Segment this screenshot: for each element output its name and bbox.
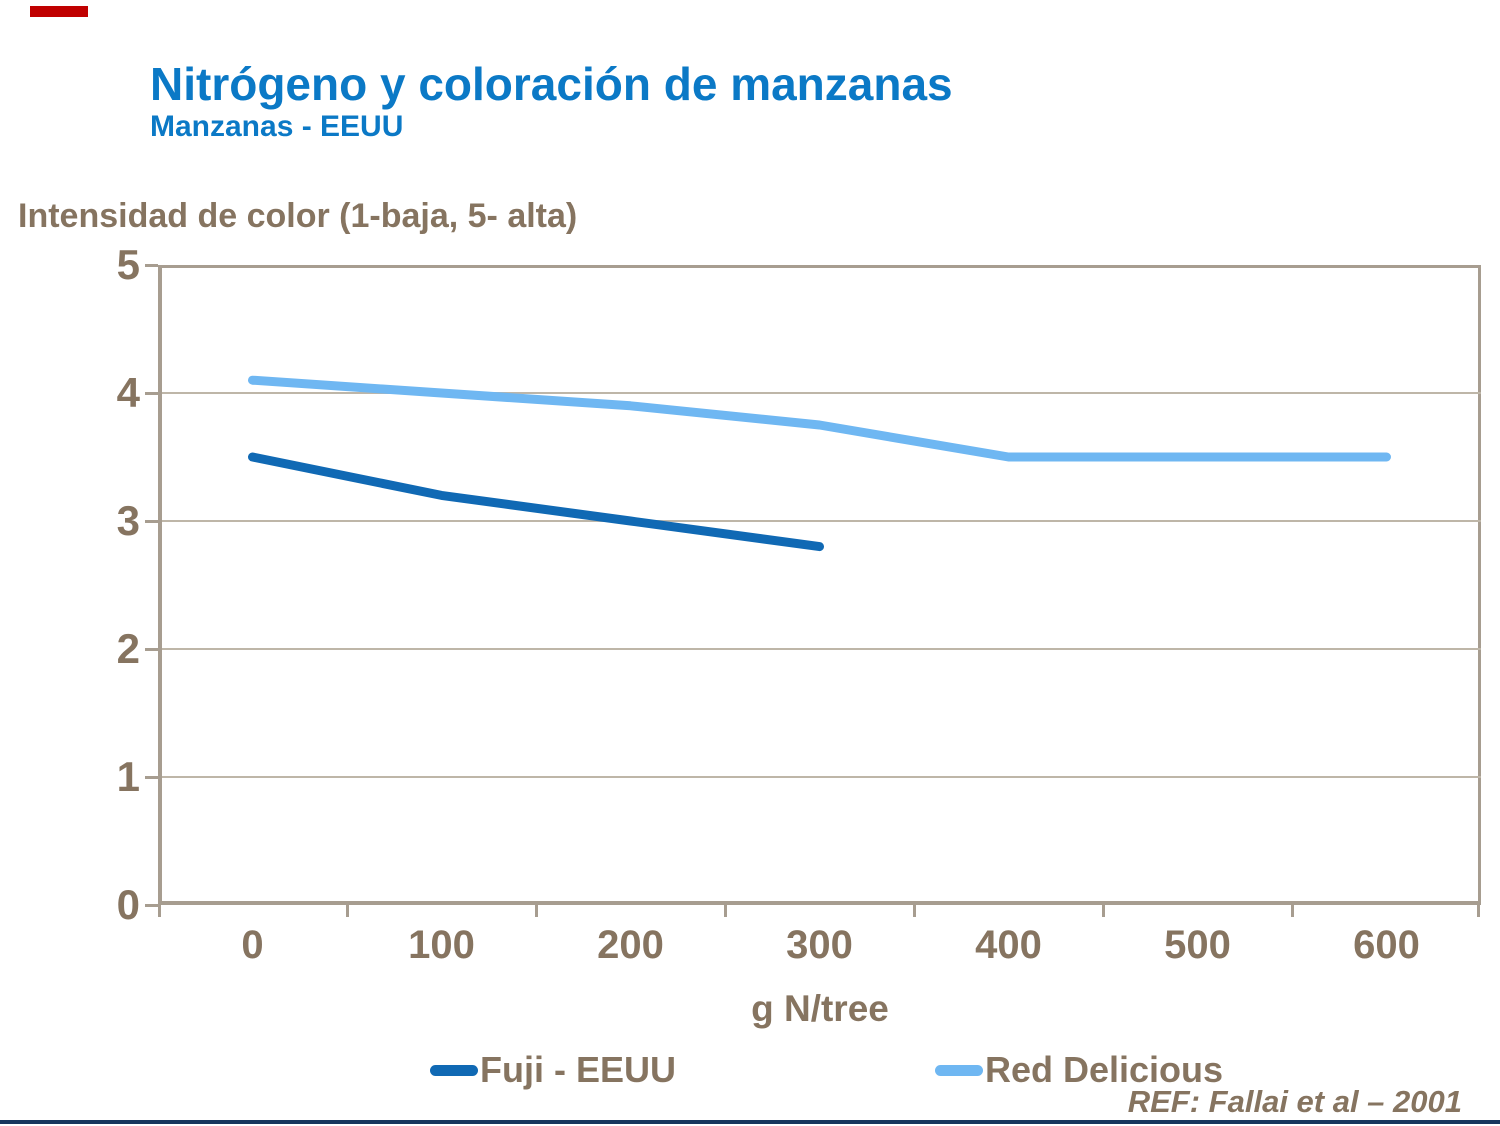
y-tick-mark-2 [145, 648, 158, 651]
x-tick-label-600: 600 [1353, 923, 1420, 967]
y-tick-mark-4 [145, 392, 158, 395]
chart-subtitle: Manzanas - EEUU [150, 110, 404, 143]
x-tick-mark-0 [158, 905, 161, 917]
y-tick-label-0: 0 [116, 881, 140, 928]
x-tick-mark-3 [724, 905, 727, 917]
plot-border-right [1478, 265, 1481, 905]
y-tick-mark-0 [145, 904, 158, 907]
legend-label-red-delicious: Red Delicious [985, 1049, 1224, 1090]
x-tick-label-100: 100 [408, 923, 475, 967]
x-axis-line [158, 901, 1481, 905]
fuji-line-swatch [430, 1064, 478, 1076]
x-tick-label-400: 400 [975, 923, 1042, 967]
y-tick-mark-3 [145, 520, 158, 523]
red-accent-bar [30, 6, 88, 17]
y-tick-label-2: 2 [116, 625, 140, 672]
x-tick-label-500: 500 [1164, 923, 1231, 967]
x-tick-mark-6 [1291, 905, 1294, 917]
y-tick-label-5: 5 [116, 241, 140, 288]
chart-title: Nitrógeno y coloración de manzanas [150, 58, 953, 110]
red-delicious-line-swatch [935, 1064, 983, 1076]
x-tick-label-0: 0 [241, 923, 264, 967]
reference-citation: REF: Fallai et al – 2001 [1127, 1084, 1462, 1119]
gridline-3 [158, 520, 1481, 522]
x-tick-mark-1 [346, 905, 349, 917]
x-tick-mark-5 [1102, 905, 1105, 917]
x-tick-label-300: 300 [786, 923, 853, 967]
bottom-border-bar [0, 1120, 1500, 1124]
plot-border-top [158, 265, 1481, 268]
series-line-0 [248, 452, 824, 552]
gridline-2 [158, 648, 1481, 650]
series-line-1 [248, 375, 1391, 462]
y-tick-mark-5 [145, 264, 158, 267]
y-tick-label-4: 4 [116, 369, 140, 416]
x-tick-label-200: 200 [597, 923, 664, 967]
line-series-layer [248, 375, 1391, 552]
x-axis-title: g N/tree [751, 988, 889, 1029]
plot-area [158, 265, 1481, 905]
y-tick-label-3: 3 [116, 497, 140, 544]
y-axis-line [158, 265, 162, 905]
gridline-1 [158, 776, 1481, 778]
legend-label-fuji: Fuji - EEUU [480, 1049, 676, 1090]
gridline-4 [158, 392, 1481, 394]
y-tick-mark-1 [145, 776, 158, 779]
legend-item-fuji: Fuji - EEUU [430, 1048, 676, 1092]
y-axis-title: Intensidad de color (1-baja, 5- alta) [18, 197, 578, 235]
y-tick-label-1: 1 [116, 753, 140, 800]
x-tick-mark-2 [535, 905, 538, 917]
x-tick-mark-4 [913, 905, 916, 917]
legend-item-red-delicious: Red Delicious [935, 1048, 1223, 1092]
x-tick-mark-7 [1477, 905, 1480, 917]
